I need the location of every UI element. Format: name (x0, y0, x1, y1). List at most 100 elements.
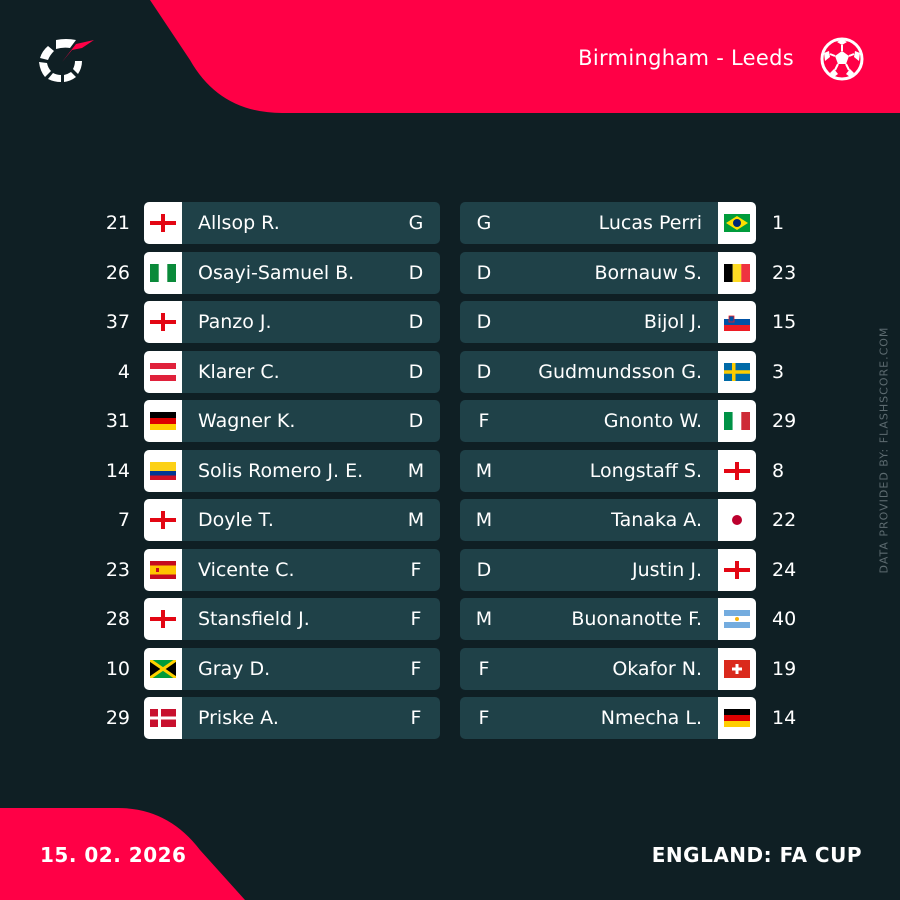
away-player-position: D (476, 311, 492, 333)
away-player-position: D (476, 361, 492, 383)
away-player-name: Gnonto W. (603, 410, 702, 432)
home-player-number: 7 (117, 509, 130, 531)
home-player-name: Panzo J. (198, 311, 272, 333)
away-player-row[interactable]: Lucas Perri G (460, 202, 756, 244)
home-player-number: 31 (105, 410, 130, 432)
away-player-position: M (475, 509, 493, 531)
home-player-number: 37 (105, 311, 130, 333)
away-player-row[interactable]: Tanaka A. M (460, 499, 756, 541)
home-player-row[interactable]: Gray D. F (144, 648, 440, 690)
home-player-row[interactable]: Vicente C. F (144, 549, 440, 591)
flashscore-logo-icon[interactable] (36, 36, 94, 82)
germany-flag-icon (718, 697, 756, 739)
home-player-row[interactable]: Klarer C. D (144, 351, 440, 393)
germany-flag-icon (144, 400, 182, 442)
away-player-row[interactable]: Okafor N. F (460, 648, 756, 690)
football-icon (820, 37, 864, 81)
home-player-position: D (408, 262, 424, 284)
away-player-position: M (475, 460, 493, 482)
home-player-name: Allsop R. (198, 212, 280, 234)
away-player-number: 14 (772, 707, 797, 729)
home-player-name: Stansfield J. (198, 608, 310, 630)
home-player-name: Solis Romero J. E. (198, 460, 364, 482)
away-player-row[interactable]: Bijol J. D (460, 301, 756, 343)
away-player-position: F (478, 707, 490, 729)
lineup-row: 37 Panzo J. D 15 Bijol J. D (0, 301, 900, 343)
spain-flag-icon (144, 549, 182, 591)
home-player-row[interactable]: Osayi-Samuel B. D (144, 252, 440, 294)
away-player-row[interactable]: Longstaff S. M (460, 450, 756, 492)
lineup-row: 14 Solis Romero J. E. M 8 Longstaff S. M (0, 450, 900, 492)
away-player-position: D (476, 262, 492, 284)
home-player-name: Klarer C. (198, 361, 280, 383)
away-player-name: Buonanotte F. (571, 608, 702, 630)
away-player-row[interactable]: Buonanotte F. M (460, 598, 756, 640)
away-player-name: Okafor N. (612, 658, 702, 680)
austria-flag-icon (144, 351, 182, 393)
match-date: 15. 02. 2026 (40, 843, 187, 867)
home-player-row[interactable]: Doyle T. M (144, 499, 440, 541)
away-player-row[interactable]: Bornauw S. D (460, 252, 756, 294)
home-player-number: 14 (105, 460, 130, 482)
away-player-row[interactable]: Gnonto W. F (460, 400, 756, 442)
away-player-number: 40 (772, 608, 797, 630)
home-player-row[interactable]: Priske A. F (144, 697, 440, 739)
japan-flag-icon (718, 499, 756, 541)
home-player-number: 21 (105, 212, 130, 234)
home-player-row[interactable]: Allsop R. G (144, 202, 440, 244)
home-player-position: F (410, 707, 422, 729)
home-player-position: D (408, 311, 424, 333)
away-player-name: Longstaff S. (589, 460, 702, 482)
home-player-number: 4 (117, 361, 130, 383)
away-player-number: 23 (772, 262, 797, 284)
slovenia-flag-icon (718, 301, 756, 343)
lineup-row: 23 Vicente C. F 24 Justin J. D (0, 549, 900, 591)
home-player-row[interactable]: Solis Romero J. E. M (144, 450, 440, 492)
sweden-flag-icon (718, 351, 756, 393)
away-player-row[interactable]: Gudmundsson G. D (460, 351, 756, 393)
away-player-number: 8 (772, 460, 785, 482)
switzerland-flag-icon (718, 648, 756, 690)
home-player-row[interactable]: Wagner K. D (144, 400, 440, 442)
england-flag-icon (144, 598, 182, 640)
away-player-name: Justin J. (632, 559, 702, 581)
away-player-position: F (478, 410, 490, 432)
home-player-position: M (407, 509, 425, 531)
home-player-row[interactable]: Panzo J. D (144, 301, 440, 343)
home-player-name: Vicente C. (198, 559, 295, 581)
home-player-number: 29 (105, 707, 130, 729)
home-player-number: 23 (105, 559, 130, 581)
away-player-name: Lucas Perri (598, 212, 702, 234)
home-player-position: D (408, 361, 424, 383)
home-player-position: D (408, 410, 424, 432)
away-player-name: Bijol J. (643, 311, 702, 333)
home-player-number: 10 (105, 658, 130, 680)
brazil-flag-icon (718, 202, 756, 244)
england-flag-icon (718, 549, 756, 591)
home-player-name: Gray D. (198, 658, 271, 680)
away-player-name: Tanaka A. (611, 509, 702, 531)
argentina-flag-icon (718, 598, 756, 640)
home-player-name: Osayi-Samuel B. (198, 262, 355, 284)
away-player-name: Nmecha L. (600, 707, 702, 729)
home-player-number: 28 (105, 608, 130, 630)
home-player-name: Priske A. (198, 707, 279, 729)
away-player-number: 19 (772, 658, 797, 680)
data-credit: DATA PROVIDED BY: FLASHSCORE.COM (877, 326, 891, 574)
england-flag-icon (144, 202, 182, 244)
lineup-row: 28 Stansfield J. F 40 Buonanotte F. M (0, 598, 900, 640)
away-player-number: 29 (772, 410, 797, 432)
home-player-row[interactable]: Stansfield J. F (144, 598, 440, 640)
lineup-row: 10 Gray D. F 19 Okafor N. F (0, 648, 900, 690)
home-player-position: F (410, 658, 422, 680)
england-flag-icon (718, 450, 756, 492)
away-player-name: Bornauw S. (594, 262, 702, 284)
away-player-row[interactable]: Justin J. D (460, 549, 756, 591)
lineup-row: 29 Priske A. F 14 Nmecha L. F (0, 697, 900, 739)
home-player-number: 26 (105, 262, 130, 284)
home-player-position: M (407, 460, 425, 482)
away-player-row[interactable]: Nmecha L. F (460, 697, 756, 739)
competition-name: ENGLAND: FA CUP (651, 843, 862, 867)
home-player-name: Doyle T. (198, 509, 274, 531)
away-player-number: 1 (772, 212, 785, 234)
